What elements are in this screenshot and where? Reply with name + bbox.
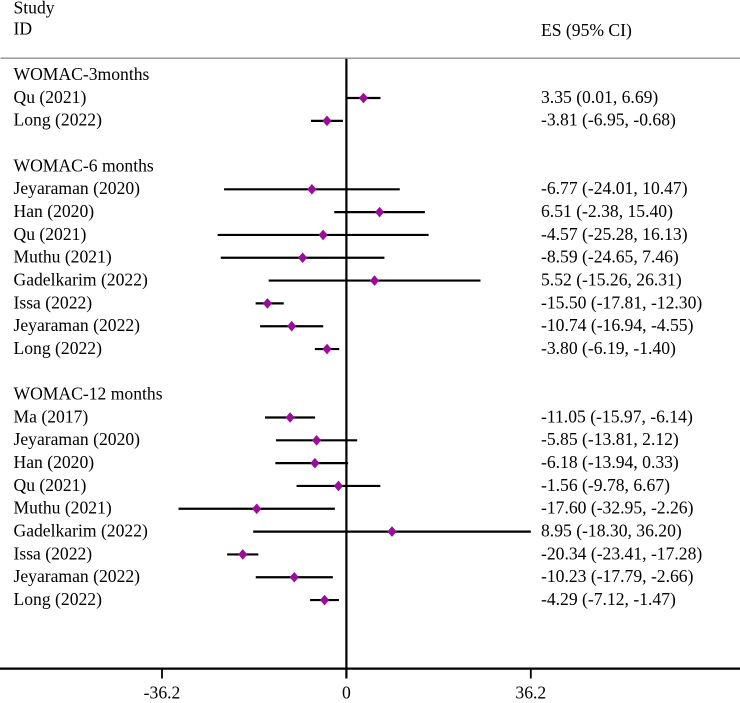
svg-text:ES (95% CI): ES (95% CI) [541,20,632,40]
svg-text:-1.56 (-9.78, 6.67): -1.56 (-9.78, 6.67) [541,475,670,495]
svg-text:3.35 (0.01, 6.69): 3.35 (0.01, 6.69) [541,87,658,107]
svg-text:Study: Study [14,0,55,18]
svg-text:-3.80 (-6.19, -1.40): -3.80 (-6.19, -1.40) [541,338,676,358]
svg-text:0: 0 [342,683,351,703]
svg-text:6.51 (-2.38, 15.40): 6.51 (-2.38, 15.40) [541,201,673,221]
svg-text:-10.74 (-16.94, -4.55): -10.74 (-16.94, -4.55) [541,315,694,335]
svg-text:-4.57 (-25.28, 16.13): -4.57 (-25.28, 16.13) [541,224,688,244]
svg-text:Jeyaraman (2020): Jeyaraman (2020) [14,429,141,449]
svg-text:-4.29 (-7.12, -1.47): -4.29 (-7.12, -1.47) [541,589,676,609]
svg-text:-11.05 (-15.97, -6.14): -11.05 (-15.97, -6.14) [541,406,693,426]
svg-text:WOMAC-6 months: WOMAC-6 months [14,155,154,175]
svg-text:Gadelkarim (2022): Gadelkarim (2022) [14,270,148,290]
svg-text:-17.60 (-32.95, -2.26): -17.60 (-32.95, -2.26) [541,498,694,518]
svg-text:-6.18 (-13.94, 0.33): -6.18 (-13.94, 0.33) [541,452,679,472]
svg-text:Issa (2022): Issa (2022) [14,543,93,563]
svg-text:8.95 (-18.30, 36.20): 8.95 (-18.30, 36.20) [541,521,682,541]
svg-text:-5.85 (-13.81, 2.12): -5.85 (-13.81, 2.12) [541,429,679,449]
svg-text:Issa (2022): Issa (2022) [14,292,93,312]
svg-text:Long (2022): Long (2022) [14,589,103,609]
svg-text:-6.77 (-24.01, 10.47): -6.77 (-24.01, 10.47) [541,178,688,198]
svg-text:-20.34 (-23.41, -17.28): -20.34 (-23.41, -17.28) [541,543,702,563]
svg-text:Qu (2021): Qu (2021) [14,224,87,244]
svg-text:Qu (2021): Qu (2021) [14,87,87,107]
svg-text:Gadelkarim (2022): Gadelkarim (2022) [14,521,148,541]
svg-text:-15.50 (-17.81, -12.30): -15.50 (-17.81, -12.30) [541,292,702,312]
svg-text:Muthu (2021): Muthu (2021) [14,498,112,518]
svg-text:Jeyaraman (2022): Jeyaraman (2022) [14,566,141,586]
svg-text:Ma (2017): Ma (2017) [14,406,89,426]
svg-text:WOMAC-12 months: WOMAC-12 months [14,384,163,404]
svg-text:Han (2020): Han (2020) [14,201,95,221]
svg-text:-8.59 (-24.65, 7.46): -8.59 (-24.65, 7.46) [541,247,679,267]
svg-text:-3.81 (-6.95, -0.68): -3.81 (-6.95, -0.68) [541,110,676,130]
svg-text:Muthu (2021): Muthu (2021) [14,247,112,267]
svg-text:36.2: 36.2 [515,683,546,703]
svg-text:WOMAC-3months: WOMAC-3months [14,64,150,84]
svg-text:Han (2020): Han (2020) [14,452,95,472]
svg-text:Long (2022): Long (2022) [14,110,103,130]
svg-text:5.52 (-15.26, 26.31): 5.52 (-15.26, 26.31) [541,270,682,290]
svg-text:-10.23 (-17.79, -2.66): -10.23 (-17.79, -2.66) [541,566,694,586]
svg-text:-36.2: -36.2 [144,683,181,703]
svg-text:Qu (2021): Qu (2021) [14,475,87,495]
svg-text:ID: ID [14,19,33,39]
svg-text:Jeyaraman (2022): Jeyaraman (2022) [14,315,141,335]
svg-text:Long (2022): Long (2022) [14,338,103,358]
svg-text:Jeyaraman (2020): Jeyaraman (2020) [14,178,141,198]
